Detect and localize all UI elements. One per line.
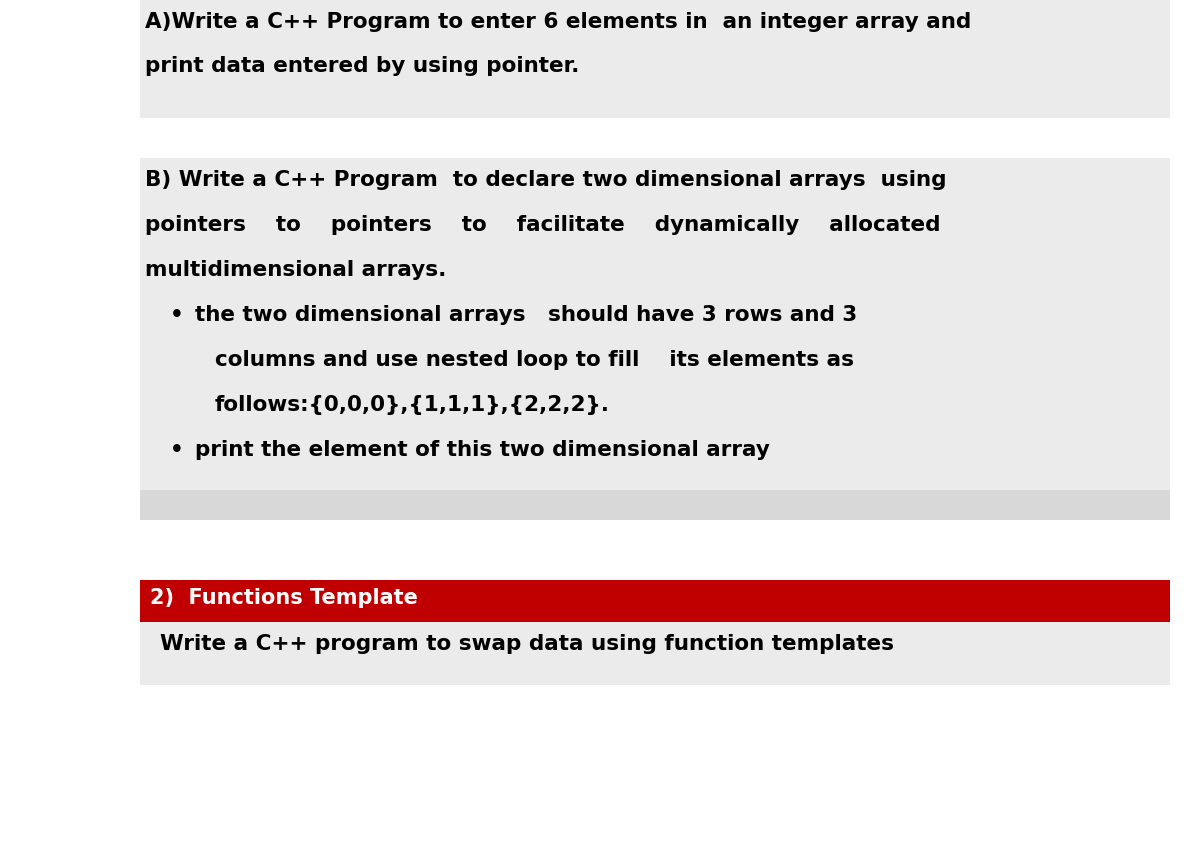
Text: •: • <box>170 440 184 460</box>
Bar <box>140 158 1170 490</box>
Text: B) Write a C++ Program  to declare two dimensional arrays  using: B) Write a C++ Program to declare two di… <box>145 170 947 190</box>
Text: 2)  Functions Template: 2) Functions Template <box>150 588 418 608</box>
Text: A)Write a C++ Program to enter 6 elements in  an integer array and: A)Write a C++ Program to enter 6 element… <box>145 12 971 32</box>
Bar <box>140 0 1170 118</box>
Text: follows:{0,0,0},{1,1,1},{2,2,2}.: follows:{0,0,0},{1,1,1},{2,2,2}. <box>215 395 610 415</box>
Bar <box>140 490 1170 520</box>
Text: pointers    to    pointers    to    facilitate    dynamically    allocated: pointers to pointers to facilitate dynam… <box>145 215 941 235</box>
Text: print the element of this two dimensional array: print the element of this two dimensiona… <box>194 440 770 460</box>
Text: multidimensional arrays.: multidimensional arrays. <box>145 260 446 280</box>
Text: print data entered by using pointer.: print data entered by using pointer. <box>145 56 580 76</box>
Text: the two dimensional arrays   should have 3 rows and 3: the two dimensional arrays should have 3… <box>194 305 857 325</box>
Text: columns and use nested loop to fill    its elements as: columns and use nested loop to fill its … <box>215 350 854 370</box>
Text: •: • <box>170 305 184 325</box>
Text: Write a C++ program to swap data using function templates: Write a C++ program to swap data using f… <box>160 634 894 654</box>
Bar <box>140 580 1170 622</box>
Bar <box>140 622 1170 685</box>
